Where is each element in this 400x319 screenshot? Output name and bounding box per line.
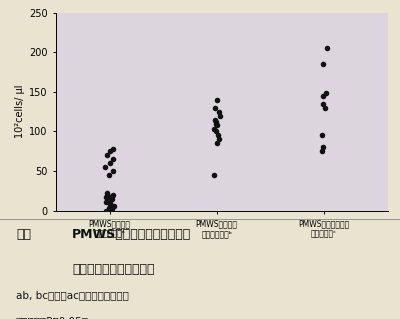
Point bbox=[103, 208, 109, 213]
Point bbox=[104, 194, 111, 199]
Point bbox=[210, 172, 217, 177]
Point bbox=[109, 206, 115, 211]
Point bbox=[106, 198, 113, 203]
Text: 図１: 図１ bbox=[16, 228, 31, 241]
Point bbox=[320, 101, 326, 106]
Point bbox=[110, 168, 116, 174]
Point bbox=[106, 172, 112, 177]
Point bbox=[108, 204, 115, 209]
Point bbox=[104, 190, 110, 196]
Point bbox=[105, 195, 112, 200]
Point bbox=[108, 197, 114, 202]
Point bbox=[319, 149, 325, 154]
Point bbox=[104, 152, 110, 158]
Point bbox=[110, 146, 116, 152]
Point bbox=[104, 198, 111, 204]
Y-axis label: 10²cells/ μl: 10²cells/ μl bbox=[15, 85, 25, 138]
Point bbox=[107, 202, 113, 207]
Point bbox=[102, 165, 109, 170]
Point bbox=[110, 192, 116, 197]
Text: ab, bcおよびac間の平均値に有意: ab, bcおよびac間の平均値に有意 bbox=[16, 290, 129, 300]
Point bbox=[107, 160, 114, 166]
Point bbox=[103, 199, 109, 204]
Point bbox=[212, 121, 219, 126]
Point bbox=[109, 196, 115, 201]
Point bbox=[211, 127, 217, 132]
Point bbox=[320, 145, 326, 150]
Point bbox=[215, 133, 221, 138]
Point bbox=[213, 122, 220, 128]
Point bbox=[319, 133, 326, 138]
Point bbox=[214, 141, 220, 146]
Point bbox=[110, 203, 117, 208]
Point bbox=[213, 129, 220, 134]
Point bbox=[216, 137, 222, 142]
Text: PMWS発症豚と正常発育豚の: PMWS発症豚と正常発育豚の bbox=[72, 228, 191, 241]
Point bbox=[212, 117, 219, 122]
Point bbox=[324, 46, 330, 51]
Point bbox=[320, 62, 326, 67]
Text: 末梢血リンパ球数の比較: 末梢血リンパ球数の比較 bbox=[72, 263, 154, 276]
Point bbox=[216, 109, 222, 114]
Point bbox=[107, 149, 113, 154]
Point bbox=[110, 157, 117, 162]
Text: 差有り　（P＜0.05）: 差有り （P＜0.05） bbox=[16, 316, 89, 319]
Point bbox=[106, 206, 112, 211]
Point bbox=[212, 105, 218, 110]
Point bbox=[322, 91, 329, 96]
Point bbox=[214, 97, 220, 102]
Point bbox=[322, 105, 328, 110]
Point bbox=[320, 93, 326, 98]
Point bbox=[106, 200, 113, 205]
Point bbox=[103, 195, 109, 200]
Point bbox=[216, 113, 223, 118]
Point bbox=[213, 119, 220, 124]
